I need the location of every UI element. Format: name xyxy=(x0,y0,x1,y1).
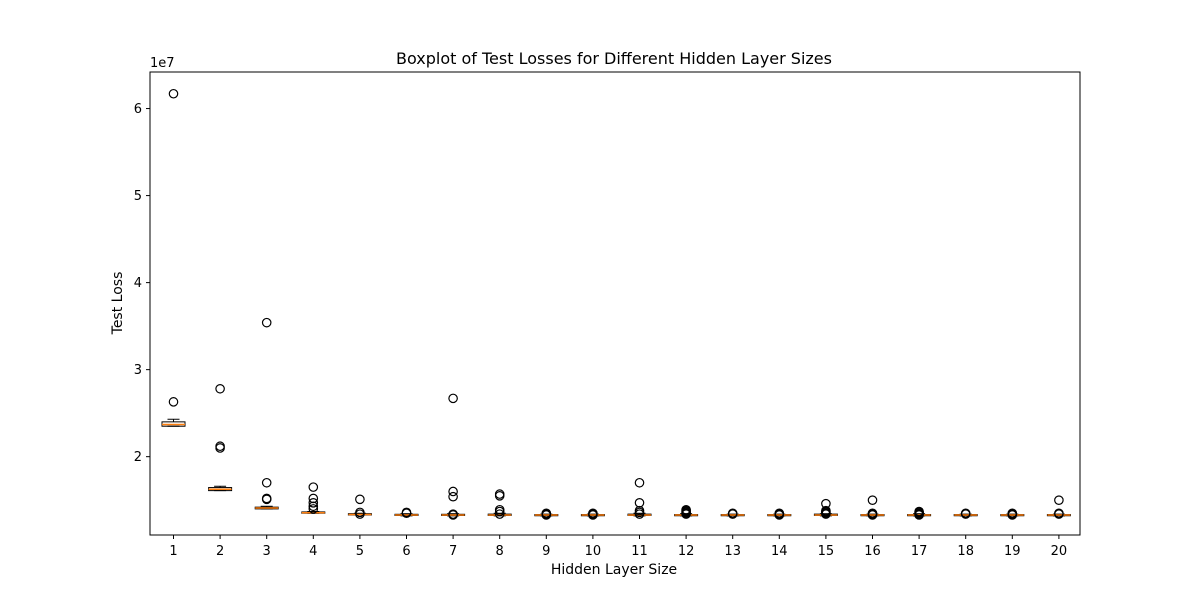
outlier-point xyxy=(401,508,412,519)
y-tick-label: 2 xyxy=(134,450,142,465)
x-tick-label: 3 xyxy=(263,544,271,559)
y-tick-label: 5 xyxy=(134,189,142,204)
x-tick-label: 11 xyxy=(631,544,648,559)
chart-title: Boxplot of Test Losses for Different Hid… xyxy=(396,49,832,68)
y-tick-label: 6 xyxy=(134,102,142,117)
outlier-point xyxy=(168,397,179,407)
outlier-point xyxy=(261,317,272,328)
x-tick-label: 9 xyxy=(542,544,550,559)
x-tick-label: 10 xyxy=(585,544,602,559)
x-tick-label: 18 xyxy=(957,544,974,559)
x-tick-label: 5 xyxy=(356,544,364,559)
outlier-point xyxy=(634,509,645,519)
outlier-point xyxy=(448,486,458,497)
axes-frame xyxy=(149,71,1081,536)
outlier-point xyxy=(774,510,785,520)
outlier-point xyxy=(821,509,831,519)
y-tick-label: 3 xyxy=(134,363,142,378)
outlier-point xyxy=(308,501,319,512)
x-tick-label: 16 xyxy=(864,544,881,559)
outlier-point xyxy=(308,482,319,492)
outlier-point xyxy=(308,504,319,514)
x-tick-label: 6 xyxy=(402,544,410,559)
outlier-point xyxy=(494,506,505,517)
outlier-point xyxy=(168,88,179,99)
outlier-point xyxy=(215,443,225,453)
x-tick-label: 1 xyxy=(169,544,177,559)
outlier-point xyxy=(261,477,272,488)
x-tick-label: 17 xyxy=(911,544,928,559)
outlier-point xyxy=(355,494,365,505)
x-tick-label: 2 xyxy=(216,544,224,559)
outlier-point xyxy=(1007,510,1018,520)
x-tick-label: 15 xyxy=(818,544,835,559)
outlier-point xyxy=(448,491,458,502)
outlier-point xyxy=(867,510,878,520)
outlier-point xyxy=(355,509,365,519)
x-axis-label: Hidden Layer Size xyxy=(551,562,677,578)
outlier-point xyxy=(308,497,319,508)
y-axis-label: Test Loss xyxy=(110,272,126,336)
x-tick-label: 13 xyxy=(724,544,741,559)
outlier-point xyxy=(960,509,971,519)
x-tick-label: 7 xyxy=(449,544,457,559)
outlier-point xyxy=(634,477,645,488)
outlier-point xyxy=(867,495,878,505)
outlier-point xyxy=(588,510,598,520)
y-axis-multiplier: 1e7 xyxy=(150,56,175,71)
outlier-point xyxy=(681,509,691,519)
x-tick-label: 20 xyxy=(1051,544,1068,559)
x-tick-label: 14 xyxy=(771,544,788,559)
outlier-point xyxy=(727,509,738,519)
y-tick-label: 4 xyxy=(134,276,142,291)
outlier-point xyxy=(215,383,225,394)
outlier-point xyxy=(261,494,272,505)
outlier-point xyxy=(448,393,458,404)
outlier-point xyxy=(541,510,552,520)
outlier-point xyxy=(494,491,505,501)
x-tick-label: 8 xyxy=(496,544,504,559)
outlier-point xyxy=(448,510,458,520)
x-tick-label: 4 xyxy=(309,544,317,559)
outlier-point xyxy=(1054,495,1064,505)
x-tick-label: 19 xyxy=(1004,544,1021,559)
outlier-point xyxy=(914,510,924,520)
outlier-point xyxy=(494,509,505,519)
x-tick-label: 12 xyxy=(678,544,695,559)
outlier-point xyxy=(1054,509,1064,519)
outlier-point xyxy=(634,497,645,508)
